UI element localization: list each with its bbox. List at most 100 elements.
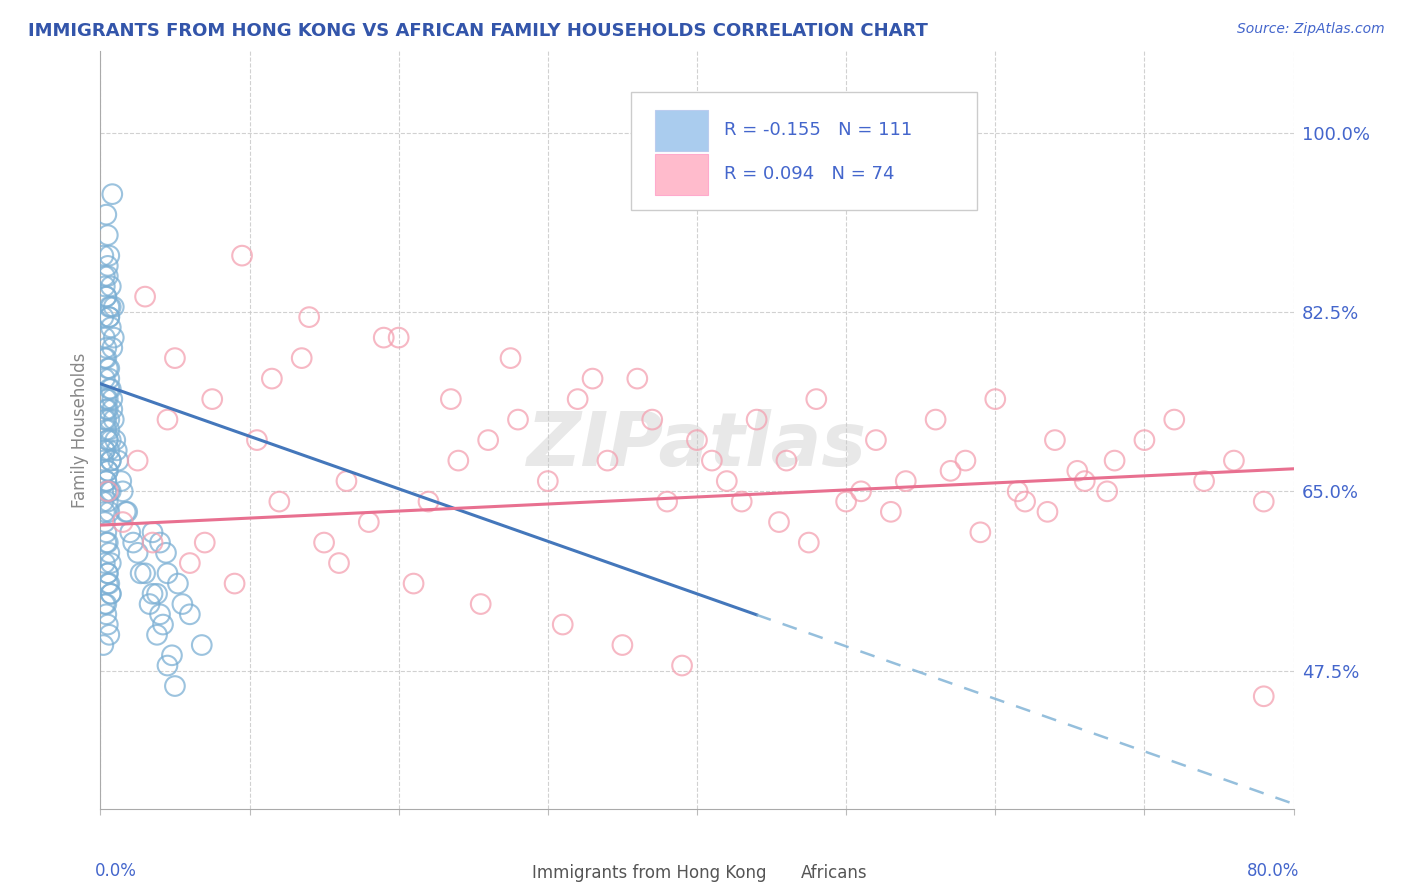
Point [96,392,118,406]
Point [91,638,114,652]
Point [686,433,709,447]
Point [98,412,121,426]
Point [939,464,962,478]
Point [98,505,121,519]
Point [96,474,118,488]
Point [100,587,122,601]
Point [149,607,172,622]
Point [1036,505,1059,519]
Text: 0.0%: 0.0% [94,862,136,880]
Point [101,402,124,417]
Point [97,535,120,549]
Point [97,617,120,632]
Point [142,525,165,540]
Point [94,330,117,344]
Point [101,392,124,406]
Point [312,535,335,549]
Point [127,453,149,467]
Point [98,310,121,325]
Point [172,597,194,611]
Point [775,453,797,467]
Y-axis label: Family Households: Family Households [72,352,89,508]
Point [98,300,121,314]
Point [97,494,120,508]
Point [122,535,145,549]
Point [98,443,121,458]
Point [146,587,169,601]
Point [100,300,122,314]
Point [581,371,603,385]
Point [134,566,156,581]
Point [984,392,1007,406]
Point [103,412,125,426]
Point [194,535,217,549]
Point [955,453,977,467]
Point [1074,474,1097,488]
Point [499,351,522,365]
Point [1104,453,1126,467]
Point [470,597,492,611]
Point [97,392,120,406]
FancyBboxPatch shape [492,857,526,890]
Point [865,433,887,447]
Point [160,648,183,663]
Point [91,494,114,508]
Point [94,556,117,570]
Point [373,330,395,344]
Point [111,515,134,529]
Point [97,433,120,447]
Point [100,587,122,601]
Point [107,453,129,467]
Point [849,484,872,499]
Point [477,433,499,447]
Point [537,474,560,488]
Point [104,433,127,447]
Point [97,464,120,478]
Point [98,310,121,325]
Point [96,423,118,437]
Point [94,269,117,284]
Point [1014,494,1036,508]
Point [551,617,574,632]
Point [98,361,121,376]
Point [100,279,122,293]
Point [97,566,120,581]
Point [97,228,120,243]
Point [129,566,152,581]
Point [835,494,858,508]
Point [94,351,117,365]
Point [94,279,117,293]
Point [142,587,165,601]
Point [97,259,120,273]
Point [298,310,321,325]
Point [91,310,114,325]
Text: 80.0%: 80.0% [1247,862,1299,880]
Point [96,351,118,365]
Point [94,443,117,458]
Text: Source: ZipAtlas.com: Source: ZipAtlas.com [1237,22,1385,37]
Point [291,351,314,365]
Point [335,474,357,488]
Point [745,412,768,426]
Point [260,371,283,385]
Point [797,535,820,549]
Point [96,607,118,622]
Point [98,382,121,396]
Point [98,576,121,591]
Point [100,556,122,570]
Point [146,628,169,642]
Point [91,453,114,467]
Point [1253,494,1275,508]
Point [94,371,117,385]
Point [402,576,425,591]
Point [97,361,120,376]
Point [201,392,224,406]
Point [94,412,117,426]
Point [96,484,118,499]
Point [156,566,179,581]
Text: IMMIGRANTS FROM HONG KONG VS AFRICAN FAMILY HOUSEHOLDS CORRELATION CHART: IMMIGRANTS FROM HONG KONG VS AFRICAN FAM… [28,22,928,40]
Point [142,535,165,549]
Point [127,546,149,560]
Point [191,638,214,652]
Point [731,494,754,508]
